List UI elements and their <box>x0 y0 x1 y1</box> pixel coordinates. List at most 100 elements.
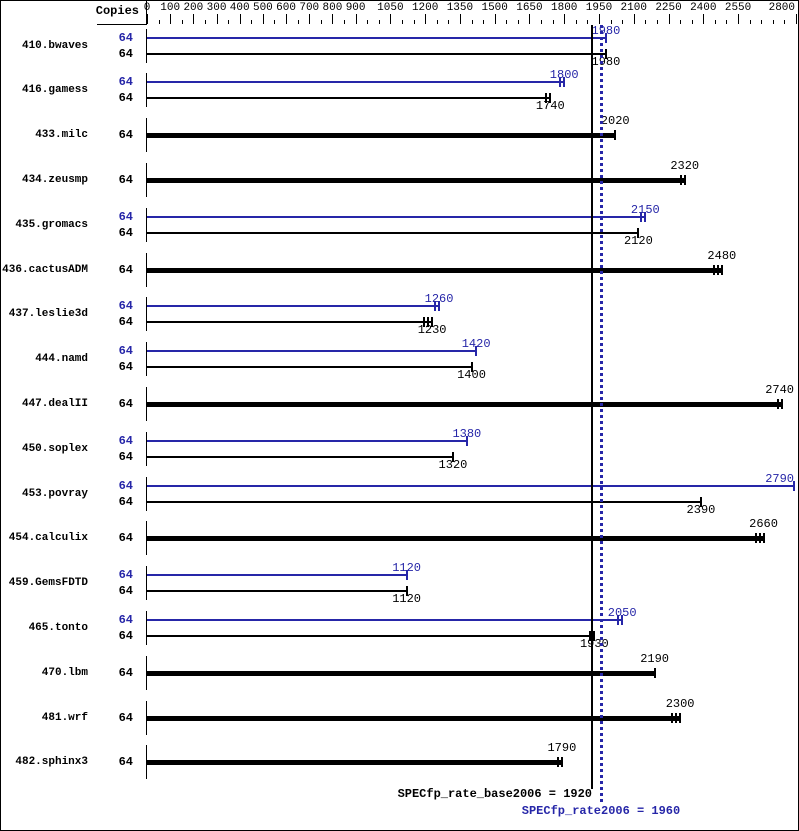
axis-tick-label: 2550 <box>724 2 752 14</box>
bar-base-run-tick <box>605 48 607 59</box>
bar-base-run-tick <box>452 451 454 462</box>
axis-major-tick <box>263 14 264 24</box>
bar-peak-run-tick <box>434 301 436 312</box>
axis-minor-tick <box>414 20 415 24</box>
bar-base <box>147 500 701 503</box>
axis-minor-tick <box>159 20 160 24</box>
bar-base-value-label: 1980 <box>591 54 621 69</box>
bar-base <box>147 97 550 100</box>
benchmark-name: 435.gromacs <box>15 218 88 231</box>
benchmark-name: 436.cactusADM <box>2 263 88 276</box>
benchmark-name: 453.povray <box>21 487 88 500</box>
axis-major-tick <box>669 14 670 24</box>
copies-value-base: 64 <box>118 628 133 643</box>
bar-peak-run-tick <box>438 301 440 312</box>
benchmark-name: 437.leslie3d <box>8 308 88 321</box>
benchmark-name: 410.bwaves <box>21 39 88 52</box>
axis-major-tick <box>796 14 797 24</box>
bar-base-value-label: 1230 <box>417 323 447 338</box>
bar-base-run-tick <box>684 174 686 185</box>
axis-baseline-segment <box>146 655 147 690</box>
axis-minor-tick <box>587 20 588 24</box>
axis-minor-tick <box>228 20 229 24</box>
bar-peak <box>147 305 439 308</box>
axis-major-tick <box>356 14 357 24</box>
axis-baseline-segment <box>146 207 147 242</box>
bar-base-run-tick <box>680 174 682 185</box>
axis-tick-label: 0 <box>143 2 151 14</box>
axis-minor-tick <box>657 20 658 24</box>
bar-base-run-tick <box>679 712 681 723</box>
copies-value-base: 64 <box>118 494 133 509</box>
axis-minor-tick <box>448 20 449 24</box>
copies-value-peak: 64 <box>118 209 133 224</box>
axis-tick-label: 100 <box>160 2 181 14</box>
copies-value-base: 64 <box>118 172 133 187</box>
axis-major-tick <box>217 14 218 24</box>
bar-base-value-label: 1400 <box>457 368 486 383</box>
peak-result-label: SPECfp_rate2006 = 1960 <box>521 804 681 818</box>
axis-baseline-segment <box>146 73 147 108</box>
bar-base-value-label: 1930 <box>579 636 609 651</box>
bar-peak <box>147 215 645 218</box>
axis-baseline-segment <box>146 610 147 645</box>
axis-minor-tick <box>506 20 507 24</box>
axis-major-tick <box>286 14 287 24</box>
axis-major-tick <box>309 14 310 24</box>
bar-peak-run-tick <box>406 570 408 581</box>
bar-base <box>147 366 472 369</box>
axis-minor-tick <box>622 20 623 24</box>
copies-value-base: 64 <box>118 531 133 546</box>
benchmark-name: 447.dealII <box>21 397 88 410</box>
bar-base-run-tick <box>700 496 702 507</box>
axis-major-tick <box>564 14 565 24</box>
bar-base <box>147 536 764 542</box>
bar-base <box>147 133 615 139</box>
benchmark-name: 454.calculix <box>8 532 88 545</box>
axis-baseline-segment <box>146 118 147 153</box>
axis-major-tick <box>193 14 194 24</box>
axis-tick-label: 400 <box>229 2 250 14</box>
bar-peak-run-tick <box>605 32 607 43</box>
bar-base-run-tick <box>671 712 673 723</box>
bar-base-run-tick <box>561 757 563 768</box>
benchmark-name: 450.soplex <box>21 442 88 455</box>
bar-base-run-tick <box>721 264 723 275</box>
axis-major-tick <box>495 14 496 24</box>
benchmark-name: 416.gamess <box>21 84 88 97</box>
bar-peak-value-label: 1120 <box>392 561 421 576</box>
axis-minor-tick <box>251 20 252 24</box>
copies-value-peak: 64 <box>118 344 133 359</box>
bar-base-value-label: 1790 <box>547 741 577 756</box>
axis-major-tick <box>703 14 704 24</box>
bar-base-value-label: 1120 <box>392 592 421 607</box>
axis-baseline-segment <box>146 476 147 511</box>
axis-major-tick <box>460 14 461 24</box>
copies-value-base: 64 <box>118 449 133 464</box>
axis-tick-label: 1650 <box>516 2 543 14</box>
copies-value-peak: 64 <box>118 75 133 90</box>
axis-minor-tick <box>483 20 484 24</box>
bar-peak-value-label: 2150 <box>630 202 660 217</box>
bar-peak-run-tick <box>559 77 561 88</box>
bar-peak-run-tick <box>640 211 642 222</box>
bar-base-run-tick <box>763 533 765 544</box>
axis-major-tick <box>332 14 333 24</box>
bar-base <box>147 267 722 273</box>
axis-minor-tick <box>726 20 727 24</box>
axis-minor-tick <box>437 20 438 24</box>
axis-minor-tick <box>784 20 785 24</box>
base-result-label: SPECfp_rate_base2006 = 1920 <box>397 787 592 801</box>
axis-major-tick <box>170 14 171 24</box>
axis-minor-tick <box>692 20 693 24</box>
copies-value-peak: 64 <box>118 299 133 314</box>
axis-baseline-segment <box>146 252 147 287</box>
axis-minor-tick <box>518 20 519 24</box>
bar-base-value-label: 2190 <box>640 651 670 666</box>
bar-base-value-label: 2300 <box>665 696 695 711</box>
axis-minor-tick <box>761 20 762 24</box>
copies-value-peak: 64 <box>118 433 133 448</box>
bar-base-value-label: 1320 <box>438 457 468 472</box>
axis-minor-tick <box>321 20 322 24</box>
